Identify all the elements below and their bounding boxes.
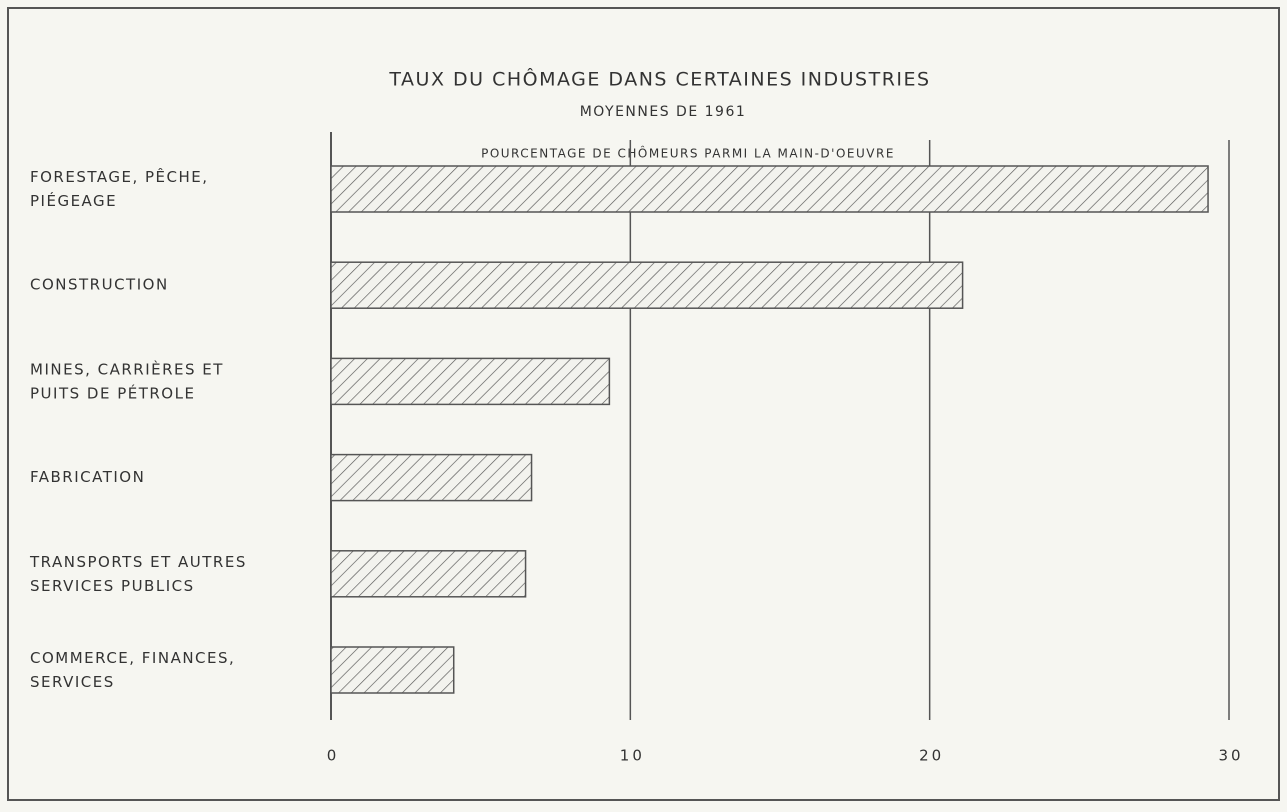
bar — [330, 165, 1209, 213]
x-tick-label: 30 — [1218, 747, 1243, 765]
y-tick-label: TRANSPORTS ET AUTRES SERVICES PUBLICS — [29, 552, 247, 594]
x-tick-label: 0 — [327, 747, 340, 765]
x-tick-label: 10 — [620, 747, 645, 765]
x-tick-label: 20 — [919, 747, 944, 765]
bar — [330, 550, 527, 598]
bar — [330, 646, 455, 694]
bar — [330, 261, 964, 309]
y-tick-label: COMMERCE, FINANCES, SERVICES — [30, 649, 235, 691]
axis-label: POURCENTAGE DE CHÔMEURS PARMI LA MAIN-D'… — [481, 146, 895, 161]
frame — [7, 7, 1280, 801]
chart-subtitle: MOYENNES DE 1961 — [580, 104, 747, 120]
bar — [330, 453, 533, 502]
y-tick-label: FORESTAGE, PÊCHE, PIÉGEAGE — [30, 167, 209, 210]
bar — [330, 357, 611, 406]
y-tick-label: CONSTRUCTION — [30, 276, 169, 294]
y-tick-label: MINES, CARRIÈRES ET PUITS DE PÉTROLE — [30, 359, 224, 402]
chart-title: TAUX DU CHÔMAGE DANS CERTAINES INDUSTRIE… — [388, 67, 930, 91]
y-tick-label: FABRICATION — [30, 468, 145, 486]
